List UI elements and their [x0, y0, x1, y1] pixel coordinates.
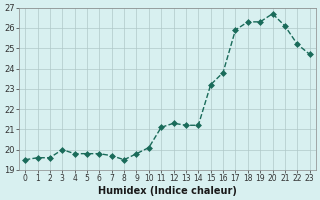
X-axis label: Humidex (Indice chaleur): Humidex (Indice chaleur) — [98, 186, 237, 196]
